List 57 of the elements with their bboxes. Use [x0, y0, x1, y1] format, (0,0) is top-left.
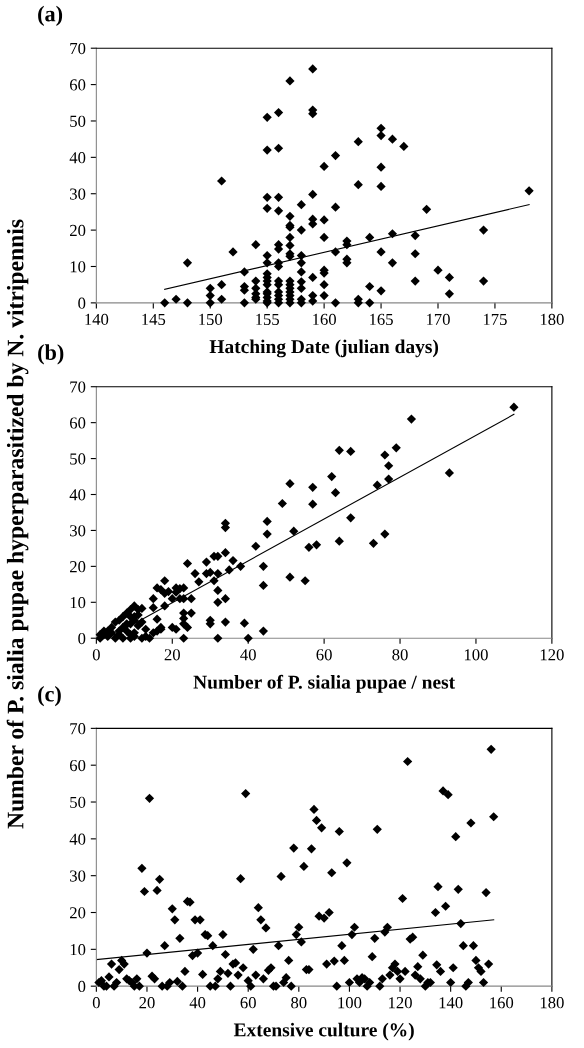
x-tick-label: 170	[426, 313, 450, 326]
x-tick-label: 160	[313, 313, 336, 326]
x-tick-label: 120	[389, 997, 412, 1009]
y-tick-label: 50	[70, 115, 86, 127]
y-tick-label: 40	[69, 833, 86, 845]
x-tick-label: 60	[240, 997, 256, 1009]
x-tick-label: 145	[142, 313, 166, 326]
y-tick-label: 40	[69, 489, 86, 501]
y-tick-label: 0	[78, 980, 86, 993]
y-tick-label: 60	[69, 79, 86, 91]
y-axis-title: Number of P. sialia pupae hyperparasitized by N. vitripennis	[6, 219, 29, 829]
x-tick-label: 180	[540, 313, 564, 326]
x-tick-label: 140	[85, 313, 109, 326]
y-tick-label: 20	[70, 224, 86, 237]
y-tick-label: 30	[70, 525, 86, 537]
y-tick-label: 10	[70, 944, 86, 956]
y-tick-label: 10	[70, 261, 86, 273]
x-tick-label: 20	[139, 997, 155, 1009]
y-tick-label: 60	[69, 759, 86, 772]
y-tick-label: 70	[70, 723, 86, 735]
y-tick-label: 0	[78, 632, 86, 645]
x-tick-label: 40	[189, 997, 206, 1009]
x-tick-label: 0	[92, 997, 100, 1009]
y-tick-label: 70	[70, 381, 86, 393]
y-tick-label: 40	[69, 152, 86, 164]
y-tick-label: 50	[70, 796, 86, 808]
y-tick-label: 70	[70, 42, 86, 55]
chart-title: (c)	[38, 685, 61, 707]
y-tick-label: 30	[70, 188, 86, 200]
x-tick-label: 100	[338, 997, 362, 1009]
x-tick-label: 60	[316, 649, 332, 661]
y-tick-label: 50	[70, 453, 86, 465]
x-tick-label: 40	[240, 649, 256, 661]
y-tick-label: 30	[70, 870, 86, 882]
y-tick-label: 60	[69, 417, 86, 429]
x-tick-label: 140	[439, 997, 463, 1009]
x-tick-label: 0	[92, 649, 100, 661]
x-tick-label: 180	[540, 997, 564, 1009]
x-tick-label: 80	[392, 649, 408, 661]
y-tick-label: 20	[70, 561, 86, 573]
x-tick-label: 100	[464, 649, 488, 661]
chart-title: (a)	[38, 5, 63, 26]
x-tick-label: 175	[483, 313, 507, 326]
x-tick-label: 80	[291, 997, 307, 1009]
y-tick-label: 20	[70, 907, 86, 919]
x-tick-label: 155	[256, 313, 280, 326]
x-tick-label: 20	[164, 649, 180, 661]
x-axis-title: Number of P. sialia pupae / nest	[193, 674, 456, 693]
y-tick-label: 10	[70, 597, 86, 609]
x-tick-label: 160	[490, 997, 514, 1009]
x-tick-label: 150	[199, 313, 223, 326]
x-axis-title: Extensive culture (%)	[233, 1022, 414, 1041]
x-tick-label: 120	[540, 649, 564, 661]
chart-title: (b)	[38, 344, 64, 365]
y-tick-label: 0	[78, 297, 86, 309]
x-axis-title: Hatching Date (julian days)	[209, 339, 439, 358]
x-tick-label: 165	[370, 313, 393, 326]
